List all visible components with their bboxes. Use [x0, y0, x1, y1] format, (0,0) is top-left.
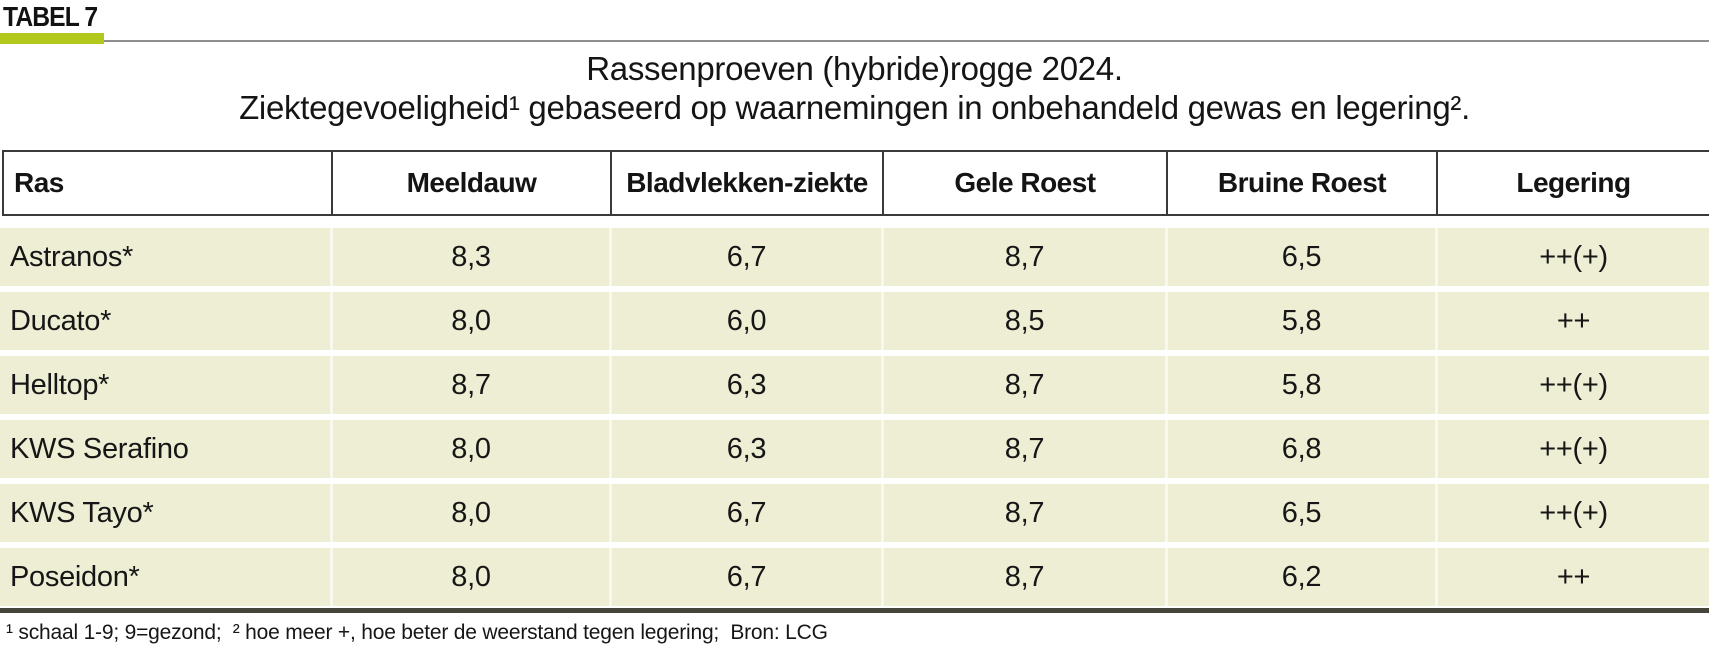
table-cell: 6,7	[612, 484, 884, 542]
table-cell: 8,7	[884, 548, 1168, 606]
row-label: Astranos*	[0, 228, 333, 286]
table-cell: 8,7	[884, 420, 1168, 478]
table-title: Rassenproeven (hybride)rogge 2024. Ziekt…	[0, 49, 1709, 127]
table-cell: 8,0	[333, 420, 612, 478]
table-cell: 6,5	[1168, 228, 1438, 286]
table-row: Astranos* 8,3 6,7 8,7 6,5 ++(+)	[0, 228, 1709, 286]
table-cell: ++(+)	[1438, 228, 1709, 286]
table-cell: 8,7	[333, 356, 612, 414]
table-cell: 6,3	[612, 356, 884, 414]
table-cell: 5,8	[1168, 356, 1438, 414]
table-footnote: ¹ schaal 1-9; 9=gezond; ² hoe meer +, ho…	[6, 621, 828, 644]
divider-rule	[0, 40, 1709, 42]
table-row: Ducato* 8,0 6,0 8,5 5,8 ++	[0, 292, 1709, 350]
table-cell: ++	[1438, 548, 1709, 606]
table-body: Astranos* 8,3 6,7 8,7 6,5 ++(+) Ducato* …	[0, 228, 1709, 612]
table-row: KWS Serafino 8,0 6,3 8,7 6,8 ++(+)	[0, 420, 1709, 478]
row-label: KWS Tayo*	[0, 484, 333, 542]
table-cell: 8,0	[333, 484, 612, 542]
table-cell: ++(+)	[1438, 484, 1709, 542]
table-cell: 8,7	[884, 484, 1168, 542]
row-label: KWS Serafino	[0, 420, 333, 478]
table-tag: TABEL 7	[3, 1, 98, 32]
table-cell: 6,0	[612, 292, 884, 350]
table-cell: ++	[1438, 292, 1709, 350]
accent-bar	[0, 33, 104, 44]
table-title-line1: Rassenproeven (hybride)rogge 2024.	[586, 50, 1123, 87]
header-cell-gele-roest: Gele Roest	[884, 152, 1168, 214]
table-row: KWS Tayo* 8,0 6,7 8,7 6,5 ++(+)	[0, 484, 1709, 542]
table-cell: 6,5	[1168, 484, 1438, 542]
row-label: Ducato*	[0, 292, 333, 350]
table-cell: 8,0	[333, 292, 612, 350]
row-label: Helltop*	[0, 356, 333, 414]
table-cell: ++(+)	[1438, 420, 1709, 478]
header-cell-ras: Ras	[4, 152, 333, 214]
table-cell: 8,0	[333, 548, 612, 606]
row-label: Poseidon*	[0, 548, 333, 606]
header-cell-bruine-roest: Bruine Roest	[1168, 152, 1438, 214]
table-cell: 8,7	[884, 356, 1168, 414]
table-cell: 6,3	[612, 420, 884, 478]
table-row: Poseidon* 8,0 6,7 8,7 6,2 ++	[0, 548, 1709, 606]
header-cell-bladvlekken-ziekte: Bladvlekken-ziekte	[612, 152, 884, 214]
header-cell-meeldauw: Meeldauw	[333, 152, 612, 214]
table-cell: 6,7	[612, 228, 884, 286]
table-row: Helltop* 8,7 6,3 8,7 5,8 ++(+)	[0, 356, 1709, 414]
table-title-line2: Ziektegevoeligheid¹ gebaseerd op waarnem…	[239, 89, 1470, 126]
table-header-row: Ras Meeldauw Bladvlekken-ziekte Gele Roe…	[2, 150, 1709, 216]
table-bottom-rule	[0, 608, 1709, 613]
table-cell: ++(+)	[1438, 356, 1709, 414]
table-cell: 6,2	[1168, 548, 1438, 606]
table-cell: 6,7	[612, 548, 884, 606]
table-cell: 5,8	[1168, 292, 1438, 350]
table-cell: 6,8	[1168, 420, 1438, 478]
header-cell-legering: Legering	[1516, 167, 1631, 198]
table-cell: 8,3	[333, 228, 612, 286]
table-cell: 8,7	[884, 228, 1168, 286]
table-cell: 8,5	[884, 292, 1168, 350]
